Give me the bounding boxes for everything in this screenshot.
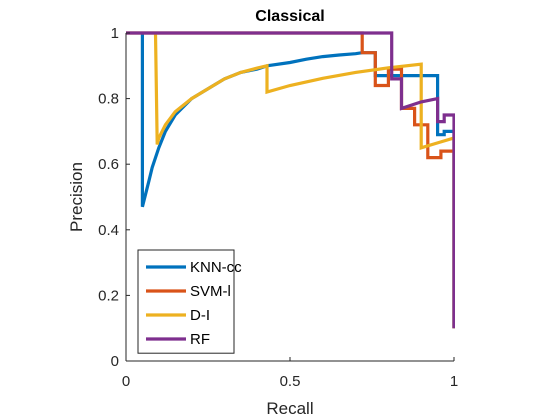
x-axis-title: Recall xyxy=(266,399,313,418)
series-line-knn-cc xyxy=(140,33,455,329)
y-tick-label: 0.6 xyxy=(98,156,119,173)
x-tick-label: 1 xyxy=(450,373,458,390)
legend-label: KNN-cc xyxy=(190,259,242,276)
y-tick-label: 0.2 xyxy=(98,287,119,304)
legend-label: RF xyxy=(190,331,210,348)
axes: 0 0.5 1 0 0.2 0.4 0.6 0.8 1 xyxy=(98,25,458,390)
y-tick-label: 1 xyxy=(111,25,119,42)
x-tick-label: 0 xyxy=(122,373,130,390)
legend-label: SVM-l xyxy=(190,283,231,300)
y-tick-label: 0.4 xyxy=(98,222,119,239)
series-lines xyxy=(126,31,455,329)
series-line-d-i xyxy=(153,32,455,329)
x-tick-label: 0.5 xyxy=(280,373,301,390)
y-tick-label: 0.8 xyxy=(98,91,119,108)
series-line-rf xyxy=(126,31,455,329)
legend: KNN-cc SVM-l D-I RF xyxy=(137,249,242,354)
y-tick-label: 0 xyxy=(111,353,119,370)
chart-title: Classical xyxy=(255,8,324,25)
y-axis-title: Precision xyxy=(67,162,86,232)
legend-label: D-I xyxy=(190,307,210,324)
